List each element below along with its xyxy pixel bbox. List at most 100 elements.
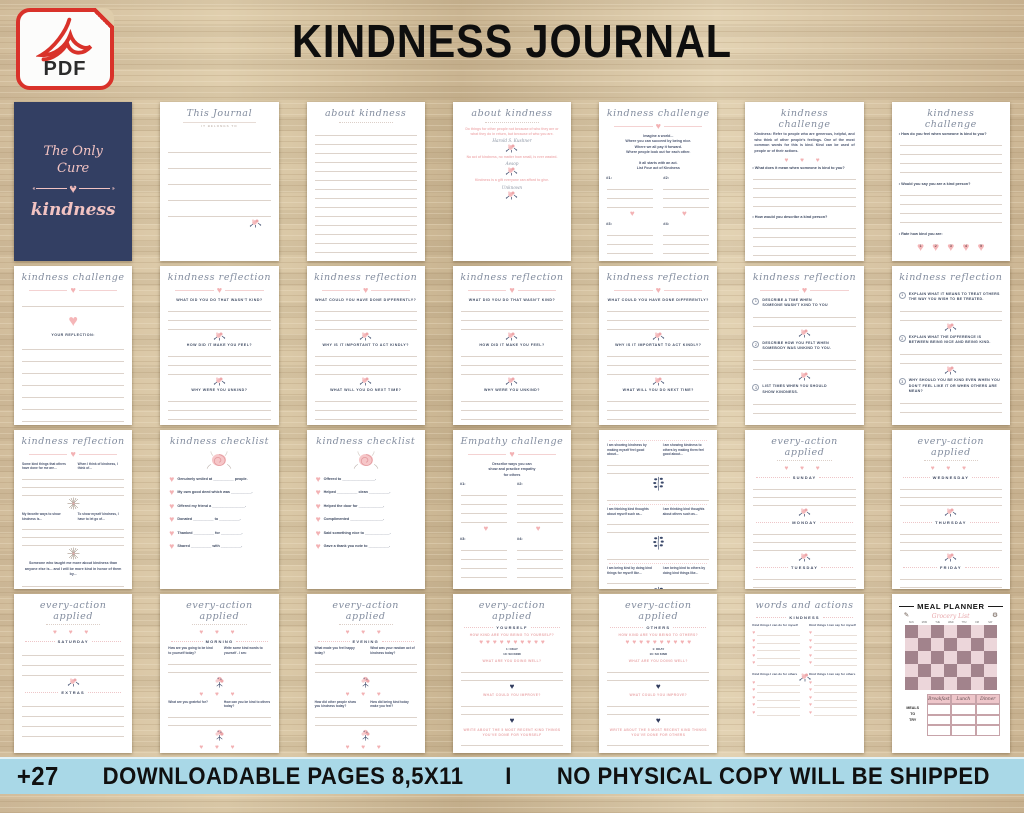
burst-icon	[21, 547, 125, 560]
product-title: KINDNESS JOURNAL	[292, 15, 732, 67]
ruled-line	[607, 402, 710, 411]
ruled-line	[753, 498, 856, 507]
checker-cell	[983, 651, 997, 664]
dotted-line	[756, 522, 790, 524]
arrow-left-icon: ‹‹‹	[32, 185, 35, 192]
prompt-right: When I think of kindness, I think of...	[77, 461, 118, 471]
checklist-item: ♥ Shared __________ with __________.	[169, 542, 269, 551]
ruled-line	[22, 538, 125, 547]
bullet-question: • How do you feel when someone is kind t…	[898, 132, 987, 137]
heart-bullet-icon: ♥	[315, 541, 321, 552]
numbered-question: 1 Explain what it means to treat others t…	[898, 291, 1003, 302]
quadrant-cell: Kind things I can do for myself ♥ ♥ ♥ ♥ ♥	[752, 623, 801, 667]
ruled-line	[753, 588, 855, 589]
checklist: ♥ Offered to ________________. ♥ Helped ___…	[314, 475, 418, 551]
ruled-line	[607, 236, 654, 245]
heart-bullet-icon: ♥	[752, 679, 756, 686]
ruled-line	[899, 572, 1002, 581]
ruled-line	[460, 551, 507, 561]
prompt-right: I am showing kindness to others by makin…	[662, 443, 705, 457]
ruled-line	[314, 163, 417, 172]
rating-heart: ♥ 2	[932, 240, 940, 255]
pink-prompt: HOW KIND ARE YOU BEING TO YOURSELF?	[469, 632, 555, 637]
prompt-text: WHAT WILL YOU DO NEXT TIME?	[330, 387, 402, 392]
ruled-line	[753, 396, 856, 405]
ruled-line	[460, 699, 564, 708]
heart-icon: ♥	[629, 209, 635, 218]
ruled-line	[753, 180, 856, 189]
stamp-icon: ⚙	[992, 612, 998, 620]
section-label: KINDNESS	[789, 614, 820, 620]
blank-line	[757, 692, 801, 694]
journal-page-thumbnail: kindness checklist ♥ Offered to __________…	[306, 430, 425, 589]
scale-note: 1: OKAY 10: SO KIND	[503, 647, 521, 656]
pink-prompt: WHAT ARE YOU DOING WELL?	[482, 658, 542, 663]
question-number: 3	[898, 378, 906, 386]
heart-icon: ♥	[646, 638, 650, 646]
ornament-rule	[192, 624, 247, 626]
ruled-lines	[899, 527, 1002, 552]
ruled-line	[460, 357, 564, 366]
question-number: 1	[898, 291, 906, 299]
ruled-line	[314, 199, 417, 208]
ruled-line	[607, 227, 654, 236]
slot-label: #4:	[663, 221, 670, 226]
script-title: kindness reflection	[752, 272, 857, 283]
posy-icon	[899, 322, 1003, 332]
script-title: Empathy challenge	[460, 436, 564, 447]
divider-line	[78, 289, 118, 291]
bullet-line-row: ♥	[809, 651, 857, 659]
section-label-row: TUESDAY	[756, 565, 853, 570]
checklist-item: ♥ Helped the door for ____________.	[316, 502, 416, 511]
slot-label: #3:	[459, 536, 466, 542]
ruled-line	[22, 530, 125, 539]
checker-cell	[931, 638, 945, 651]
ruled-line	[460, 514, 507, 524]
ruled-lines	[168, 657, 271, 673]
divider-line	[225, 289, 264, 291]
quote-attribution: Unknown	[501, 184, 523, 190]
rating-number: 3	[949, 243, 952, 248]
divider-line	[29, 453, 68, 455]
ruled-lines	[22, 697, 125, 738]
hearts-row: ♥ ♥ ♥	[930, 465, 971, 473]
section-label-row: OTHERS	[610, 625, 707, 630]
ruled-line	[663, 245, 710, 254]
divider-line	[467, 289, 507, 291]
heart-bullet-icon: ♥	[752, 660, 756, 667]
weekday-label: WED	[948, 622, 954, 624]
journal-page-thumbnail: kindness reflection ♥ Some kind things tha…	[14, 430, 133, 589]
journal-page-thumbnail: every-action applied OTHERS HOW KIND ARE Y…	[599, 594, 718, 753]
weekday-label: THU	[961, 622, 967, 624]
posy-icon	[899, 552, 1003, 562]
ruled-line	[607, 552, 710, 561]
checker-cell	[957, 664, 971, 677]
ruled-line	[22, 587, 124, 589]
meal-column-header: Lunch	[951, 694, 976, 704]
heart-icon: ♥	[483, 524, 489, 534]
pink-prompt: WRITE ABOUT THE 5 MOST RECENT KIND THING…	[609, 727, 707, 737]
ruled-lines	[22, 472, 125, 496]
dotted-line	[821, 567, 853, 569]
spacer	[167, 128, 271, 136]
ruled-line	[168, 321, 271, 330]
ruled-line	[22, 398, 125, 410]
rating-scale-hearts: ♥ ♥ ♥ ♥ ♥ ♥ ♥ ♥ ♥ ♥	[460, 639, 564, 647]
script-title: every-action applied	[917, 436, 985, 458]
journal-cover: The Only Cure ‹‹‹ ♥ is ››› kindness	[14, 102, 133, 261]
prompt-text: WHAT WILL YOU DO NEXT TIME?	[622, 387, 694, 392]
heart-icon: ♥	[363, 284, 369, 295]
dotted-line	[756, 567, 788, 569]
ruled-line	[663, 236, 710, 245]
ruled-line	[314, 393, 417, 402]
weekday-label: SUN	[908, 622, 914, 624]
bullet-line-row: ♥	[752, 708, 801, 716]
title-line	[987, 606, 1003, 607]
spacer	[21, 308, 125, 311]
section-label-row: MONDAY	[756, 520, 853, 525]
bullet-line-row: ♥	[752, 644, 801, 652]
prompt-right: To show myself kindness, I have to let g…	[77, 511, 119, 521]
spacer	[752, 208, 856, 213]
navy-heart-icon: ♥	[655, 681, 661, 691]
pink-rule	[609, 440, 708, 441]
